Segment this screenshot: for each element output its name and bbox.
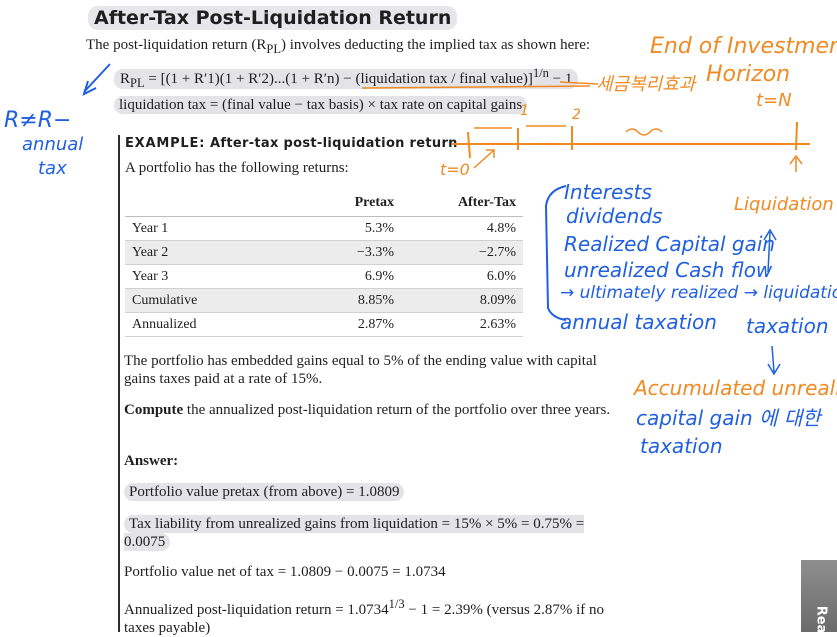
formula-lhs-sub: PL (130, 76, 145, 90)
note-r-not-equal: R≠R− (4, 108, 72, 133)
row-pretax: 6.9% (364, 269, 394, 284)
note-t-equals-n: t=N (756, 90, 792, 111)
annualized-return-line: Annualized post-liquidation return = 1.0… (124, 595, 624, 637)
intro-post: ) involves deducting the implied tax as … (280, 37, 591, 53)
note-taxation: taxation (746, 314, 829, 338)
note-dividends: dividends (566, 204, 663, 228)
note-tax: tax (38, 158, 67, 179)
pretax-value-line: Portfolio value pretax (from above) = 1.… (124, 483, 624, 501)
example-heading: EXAMPLE: After-tax post-liquidation retu… (125, 136, 458, 151)
row-aftertax: 4.8% (486, 221, 516, 236)
formula-body: = [(1 + R′1)(1 + R′2)...(1 + R′n) − (liq… (144, 71, 533, 87)
taxation-arrow-down (767, 345, 781, 376)
row-aftertax: −2.7% (478, 245, 516, 260)
row-aftertax: 6.0% (486, 269, 516, 284)
post-liquidation-formula: RPL = [(1 + R′1)(1 + R′2)...(1 + R′n) − … (114, 66, 579, 91)
note-end-of-investment: End of Investment (650, 34, 837, 59)
returns-table: Pretax After-Tax Year 1 5.3% 4.8% Year 2… (125, 192, 523, 337)
note-realized-capital-gain: Realized Capital gain (564, 232, 776, 256)
liquidation-tax-formula: liquidation tax = (final value − tax bas… (114, 96, 528, 114)
row-aftertax: 8.09% (479, 293, 516, 308)
bracket (544, 185, 567, 321)
formula-lhs: R (120, 71, 131, 87)
row-pretax: 2.87% (357, 317, 394, 332)
table-header-pretax: Pretax (354, 195, 394, 210)
table-row: Annualized 2.87% 2.63% (125, 313, 523, 337)
section-title: After-Tax Post-Liquidation Return (88, 6, 458, 30)
orange-pointer (559, 81, 599, 85)
row-pretax: 8.85% (357, 293, 394, 308)
note-annual-taxation: annual taxation (560, 310, 717, 334)
table-row: Year 3 6.9% 6.0% (125, 265, 523, 289)
horizon-arrow (789, 154, 803, 172)
row-aftertax: 2.63% (479, 317, 516, 332)
answer-label: Answer: (124, 453, 179, 469)
note-interests: Interests (564, 180, 652, 204)
example-sidebar-rule (118, 135, 120, 632)
pretax-value-highlight: Portfolio value pretax (from above) = 1.… (124, 483, 405, 501)
orange-underline (361, 85, 591, 89)
tax-liability-line: Tax liability from unrealized gains from… (124, 515, 619, 551)
row-pretax: −3.3% (356, 245, 394, 260)
t0-arrow (473, 149, 495, 169)
note-korean-compounding: 세금복리효과 (596, 74, 696, 95)
note-liquidation: Liquidation (734, 194, 834, 215)
ann-exponent: 1/3 (388, 597, 405, 611)
compute-prompt: Compute the annualized post-liquidation … (124, 401, 624, 419)
note-capital-gain-korean: capital gain 에 대한 (636, 406, 821, 430)
intro-pre: The post-liquidation return (R (86, 37, 267, 53)
tick-t0 (467, 131, 471, 159)
compute-text: the annualized post-liquidation return o… (183, 402, 611, 418)
row-pretax: 5.3% (364, 221, 394, 236)
table-header-row: Pretax After-Tax (125, 192, 523, 217)
intro-sub: PL (266, 42, 281, 56)
note-ultimately-realized: → ultimately realized → liquidation (560, 283, 837, 303)
liqtax-highlight: liquidation tax = (final value − tax bas… (114, 96, 528, 114)
table-row: Cumulative 8.85% 8.09% (125, 289, 523, 313)
note-horizon: Horizon (706, 62, 791, 87)
compute-label: Compute (124, 402, 184, 418)
row-label: Cumulative (132, 293, 198, 308)
wave-mark (625, 128, 663, 136)
note-unrealized-cash-flow: unrealized Cash flow (564, 258, 773, 282)
table-row: Year 2 −3.3% −2.7% (125, 241, 523, 265)
row-label: Annualized (132, 317, 197, 332)
side-reading-tab[interactable]: Rea (801, 560, 837, 633)
note-period-2: 2 (572, 107, 581, 123)
intro-text: The post-liquidation return (RPL) involv… (86, 37, 590, 57)
liquidation-arrow-up (763, 228, 777, 273)
embedded-gains-text: The portfolio has embedded gains equal t… (124, 353, 597, 387)
note-annual: annual (22, 134, 84, 155)
formula-highlight: RPL = [(1 + R′1)(1 + R′2)...(1 + R′n) − … (114, 66, 579, 90)
blue-arrow-head (82, 80, 97, 96)
net-value-line: Portfolio value net of tax = 1.0809 − 0.… (124, 564, 446, 580)
row-label: Year 1 (132, 221, 169, 236)
row-label: Year 2 (132, 245, 169, 260)
formula-exponent: 1/n (532, 66, 549, 80)
table-header-aftertax: After-Tax (457, 195, 516, 210)
ann-pre: Annualized post-liquidation return = 1.0… (124, 602, 389, 618)
example-label: EXAMPLE: (125, 136, 206, 151)
note-taxation-bottom: taxation (640, 434, 723, 458)
row-label: Year 3 (132, 269, 169, 284)
note-t-zero: t=0 (440, 160, 470, 179)
blue-arrow-line (83, 63, 111, 93)
tick-n (795, 121, 798, 151)
note-accumulated-unrealized: Accumulated unrealized (634, 376, 837, 400)
example-heading-text: After-tax post-liquidation return (205, 136, 458, 151)
note-period-1: 1 (520, 103, 529, 119)
table-row: Year 1 5.3% 4.8% (125, 217, 523, 241)
example-intro: A portfolio has the following returns: (125, 160, 349, 176)
